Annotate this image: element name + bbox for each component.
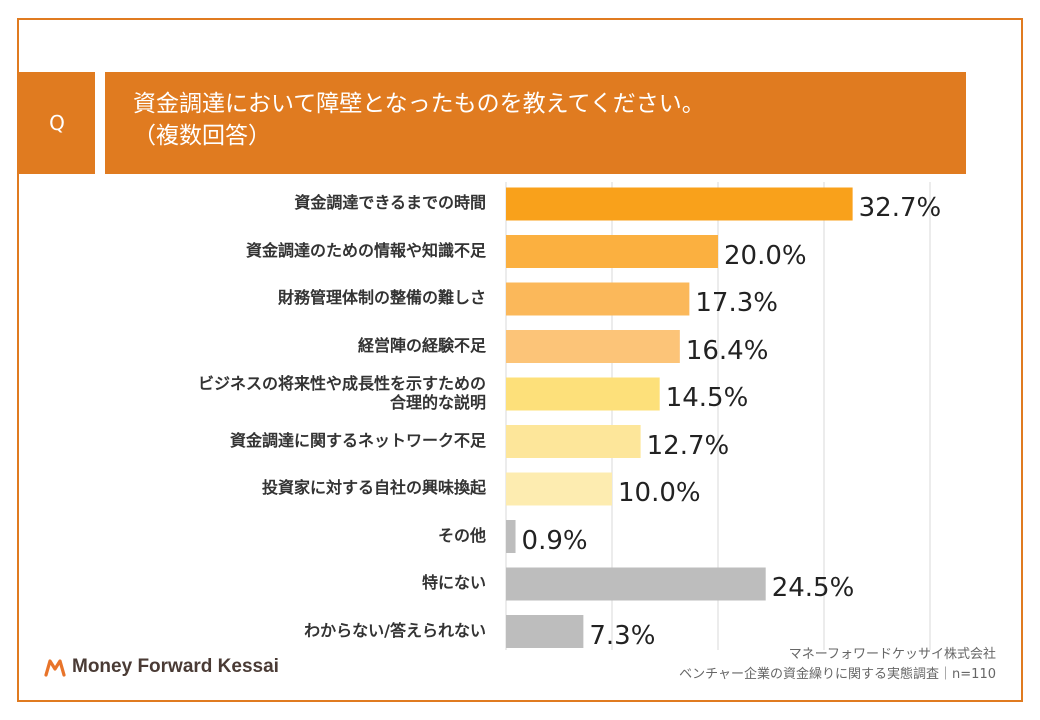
question-badge: Q xyxy=(19,72,95,174)
question-title-line2: （複数回答） xyxy=(133,123,271,149)
bar xyxy=(506,567,766,601)
source-company: マネーフォワードケッサイ株式会社 xyxy=(788,647,996,662)
category-label-line: わからない/答えられない xyxy=(304,620,486,640)
bar xyxy=(506,472,612,506)
question-badge-label: Q xyxy=(49,111,65,135)
category-label: 資金調達に関するネットワーク不足 xyxy=(230,431,486,450)
brand-logo-text: Money Forward Kessai xyxy=(72,656,279,677)
category-label-line: 資金調達できるまでの時間 xyxy=(294,193,486,212)
category-label: 特にない xyxy=(422,573,486,592)
category-label: 経営陣の経験不足 xyxy=(358,336,486,355)
question-header: 資金調達において障壁となったものを教えてください。 （複数回答） xyxy=(105,72,966,174)
bar-value-label: 0.9% xyxy=(521,525,588,556)
bar xyxy=(506,282,690,316)
category-label-line: 合理的な説明 xyxy=(389,392,486,412)
source-note: マネーフォワードケッサイ株式会社 ベンチャー企業の資金繰りに関する実態調査｜n=… xyxy=(679,645,996,685)
category-label: 資金調達のための情報や知識不足 xyxy=(246,241,486,260)
category-label: 資金調達できるまでの時間 xyxy=(294,193,486,212)
category-label-line: その他 xyxy=(437,525,486,545)
category-label: 投資家に対する自社の興味換起 xyxy=(262,478,486,497)
category-label-line: 資金調達に関するネットワーク不足 xyxy=(229,430,486,450)
bar-value-label: 16.4% xyxy=(685,335,769,366)
bar xyxy=(506,615,584,648)
category-label: ビジネスの将来性や成長性を示すための 合理的な説明 xyxy=(198,374,486,412)
category-label: その他 xyxy=(438,526,486,545)
category-label: わからない/答えられない xyxy=(304,621,486,640)
bar-value-label: 32.7% xyxy=(858,193,942,223)
bar-value-label: 7.3% xyxy=(589,620,656,651)
category-label-line: 経営陣の経験不足 xyxy=(357,335,486,355)
bar-value-label: 17.3% xyxy=(695,288,778,318)
brand-logo: Money Forward Kessai xyxy=(44,656,279,678)
bar-value-label: 20.0% xyxy=(724,240,807,271)
category-label: 財務管理体制の整備の難しさ xyxy=(278,288,486,307)
question-title-line1: 資金調達において障壁となったものを教えてください。 xyxy=(133,91,705,117)
category-label-line: 投資家に対する自社の興味換起 xyxy=(261,478,486,497)
bar xyxy=(506,330,680,363)
category-label-line: 財務管理体制の整備の難しさ xyxy=(277,288,486,307)
bar xyxy=(506,425,641,458)
category-label-line: 特にない xyxy=(421,573,486,592)
money-forward-logo-icon xyxy=(44,659,66,677)
bar-value-label: 24.5% xyxy=(771,573,855,603)
bar xyxy=(506,520,516,553)
category-label-line: ビジネスの将来性や成長性を示すための xyxy=(197,373,486,393)
slide-frame: Q 資金調達において障壁となったものを教えてください。 （複数回答） xyxy=(17,18,1023,702)
bar xyxy=(506,187,853,221)
source-survey: ベンチャー企業の資金繰りに関する実態調査｜n=110 xyxy=(679,667,996,682)
bar xyxy=(506,377,660,411)
bar-value-label: 12.7% xyxy=(646,430,730,461)
bar-value-label: 14.5% xyxy=(665,383,749,413)
bar-value-label: 10.0% xyxy=(618,478,701,508)
category-label-line: 資金調達のための情報や知識不足 xyxy=(245,240,486,260)
bar xyxy=(506,235,718,268)
